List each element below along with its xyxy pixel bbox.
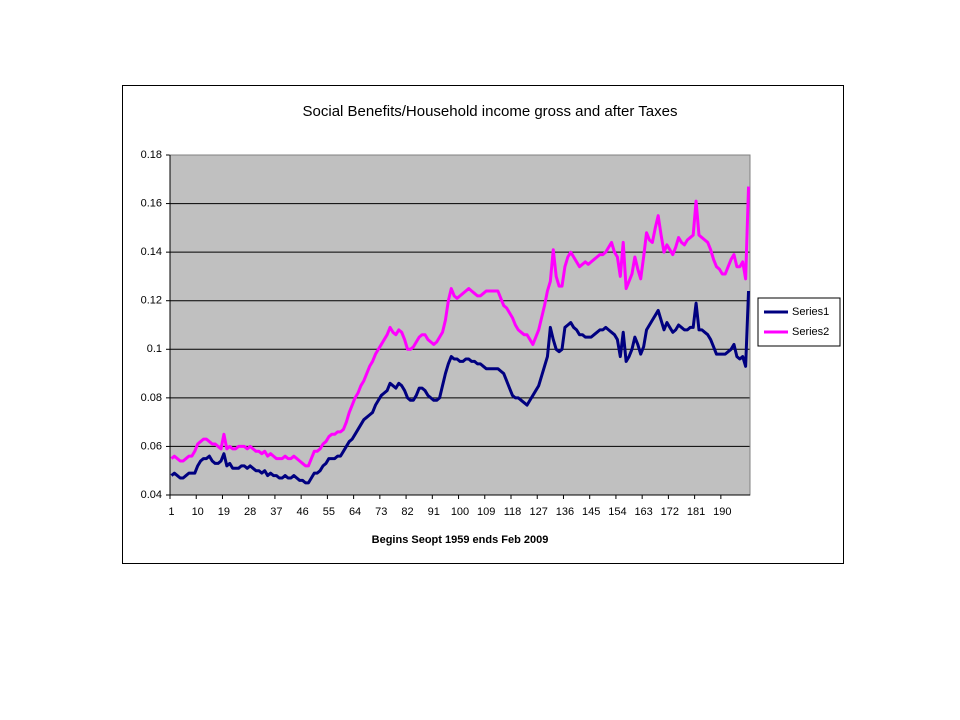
x-tick-label: 73 — [375, 506, 387, 518]
y-tick-label: 0.1 — [147, 343, 162, 355]
x-tick-label: 82 — [401, 506, 413, 518]
x-tick-label: 55 — [323, 506, 335, 518]
x-tick-label: 37 — [270, 506, 282, 518]
x-tick-label: 46 — [296, 506, 308, 518]
x-tick-label: 91 — [428, 506, 440, 518]
x-tick-label: 163 — [634, 506, 652, 518]
legend-label: Series1 — [792, 306, 829, 318]
x-tick-label: 145 — [582, 506, 600, 518]
x-tick-label: 10 — [192, 506, 204, 518]
x-axis-title: Begins Seopt 1959 ends Feb 2009 — [372, 534, 549, 546]
x-tick-label: 172 — [661, 506, 679, 518]
x-tick-label: 190 — [713, 506, 731, 518]
x-tick-label: 136 — [556, 506, 574, 518]
x-tick-label: 109 — [477, 506, 495, 518]
x-tick-label: 181 — [687, 506, 705, 518]
y-tick-label: 0.08 — [141, 392, 162, 404]
legend-box — [757, 297, 841, 347]
series-line — [170, 186, 751, 468]
series-line — [170, 290, 751, 485]
y-tick-label: 0.04 — [141, 489, 162, 501]
legend-label: Series2 — [792, 326, 829, 338]
x-tick-label: 127 — [530, 506, 548, 518]
x-tick-label: 28 — [244, 506, 256, 518]
x-tick-label: 64 — [349, 506, 361, 518]
chart-title: Social Benefits/Household income gross a… — [303, 103, 678, 120]
x-tick-label: 1 — [168, 506, 174, 518]
y-tick-label: 0.16 — [141, 197, 162, 209]
x-tick-label: 100 — [451, 506, 469, 518]
x-tick-label: 154 — [608, 506, 626, 518]
plot-area — [170, 155, 750, 495]
x-tick-label: 19 — [218, 506, 230, 518]
x-tick-label: 118 — [504, 506, 522, 518]
y-tick-label: 0.06 — [141, 440, 162, 452]
y-tick-label: 0.18 — [141, 149, 162, 161]
y-tick-label: 0.12 — [141, 295, 162, 307]
y-tick-label: 0.14 — [141, 246, 162, 258]
